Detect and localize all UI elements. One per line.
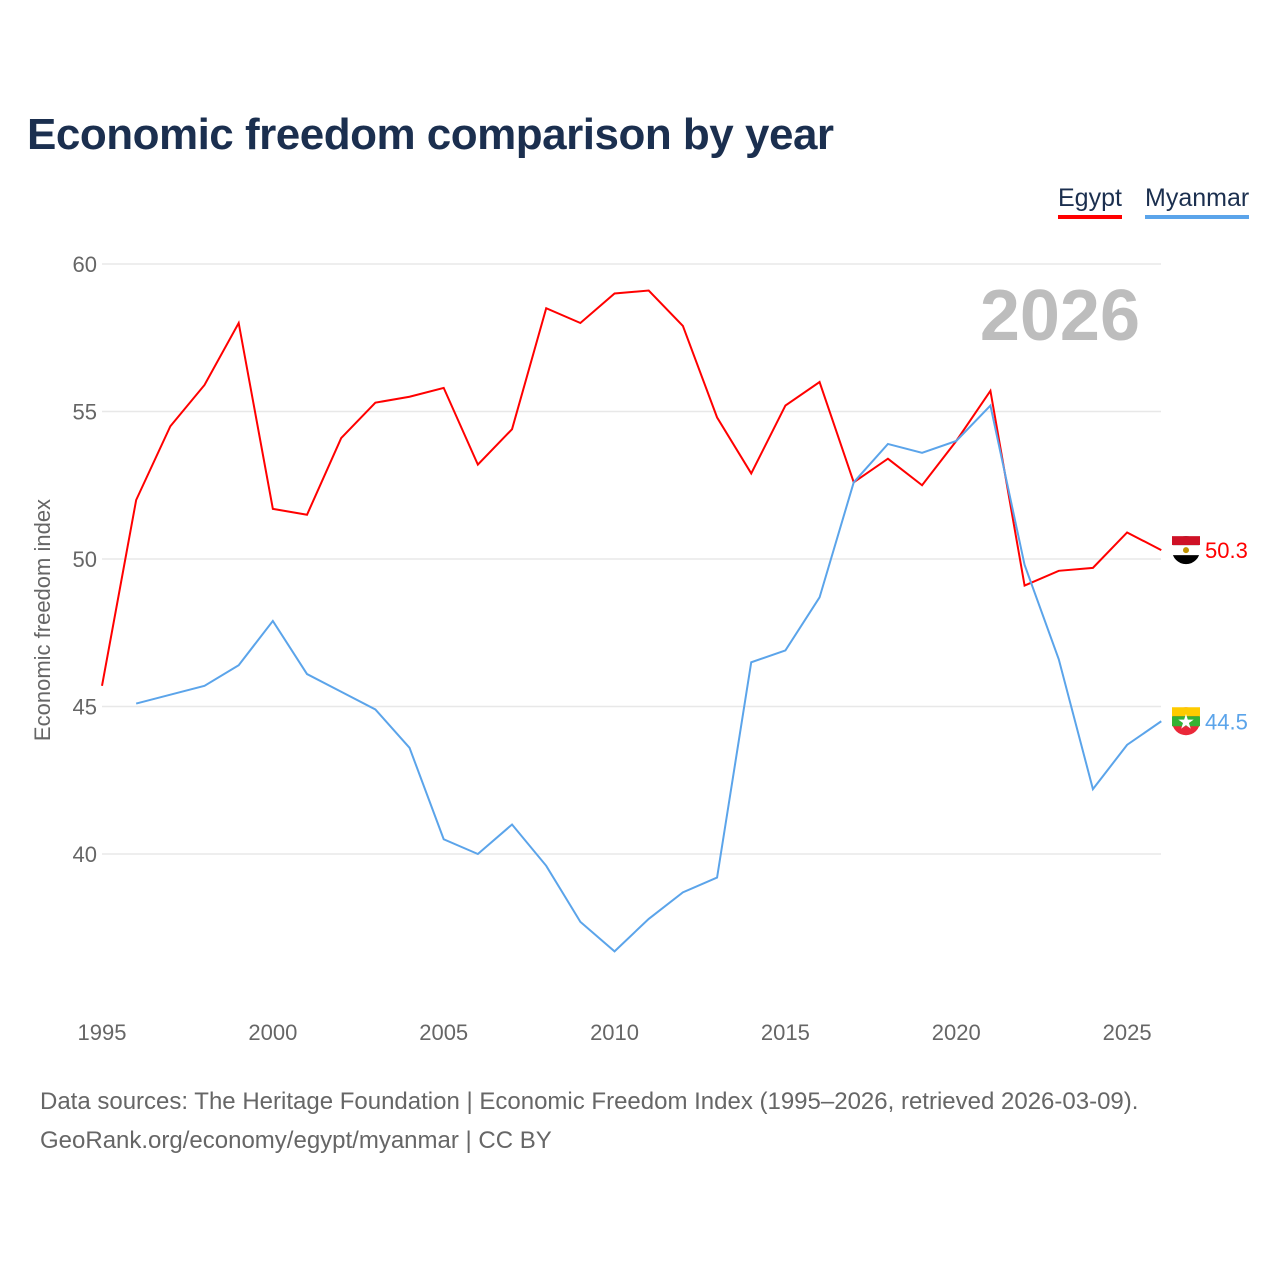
series-line-myanmar	[135, 403, 1162, 953]
chart-title: Economic freedom comparison by year	[27, 110, 834, 159]
legend-egypt[interactable]: Egypt	[1058, 184, 1122, 219]
footer-link[interactable]: GeoRank.org/economy/egypt/myanmar | CC B…	[40, 1127, 552, 1154]
x-tick-label: 2000	[248, 1020, 297, 1045]
y-tick-label: 60	[73, 252, 97, 277]
myanmar-flag-yellow	[1172, 707, 1200, 717]
x-tick-label: 2005	[419, 1020, 468, 1045]
x-tick-label: 2020	[932, 1020, 981, 1045]
end-label-egypt: 50.3	[1205, 538, 1248, 563]
footer-sources: Data sources: The Heritage Foundation | …	[40, 1088, 1139, 1115]
y-tick-label: 50	[73, 547, 97, 572]
egypt-flag-red	[1172, 536, 1200, 546]
y-tick-label: 40	[73, 842, 97, 867]
myanmar-flag-green	[1172, 716, 1200, 727]
myanmar-flag-star: ★	[1177, 711, 1195, 733]
x-tick-label: 1995	[78, 1020, 127, 1045]
x-tick-label: 2010	[590, 1020, 639, 1045]
x-tick-label: 2025	[1103, 1020, 1152, 1045]
y-tick-label: 45	[73, 695, 97, 720]
series-line-egypt	[101, 289, 1162, 687]
end-label-myanmar: 44.5	[1205, 709, 1248, 734]
egypt-flag-eagle	[1183, 547, 1189, 554]
y-tick-label: 55	[73, 400, 97, 425]
legend-myanmar[interactable]: Myanmar	[1145, 184, 1250, 219]
y-axis-label: Economic freedom index	[30, 499, 55, 741]
x-tick-label: 2015	[761, 1020, 810, 1045]
current-year-watermark: 2026	[980, 276, 1140, 356]
